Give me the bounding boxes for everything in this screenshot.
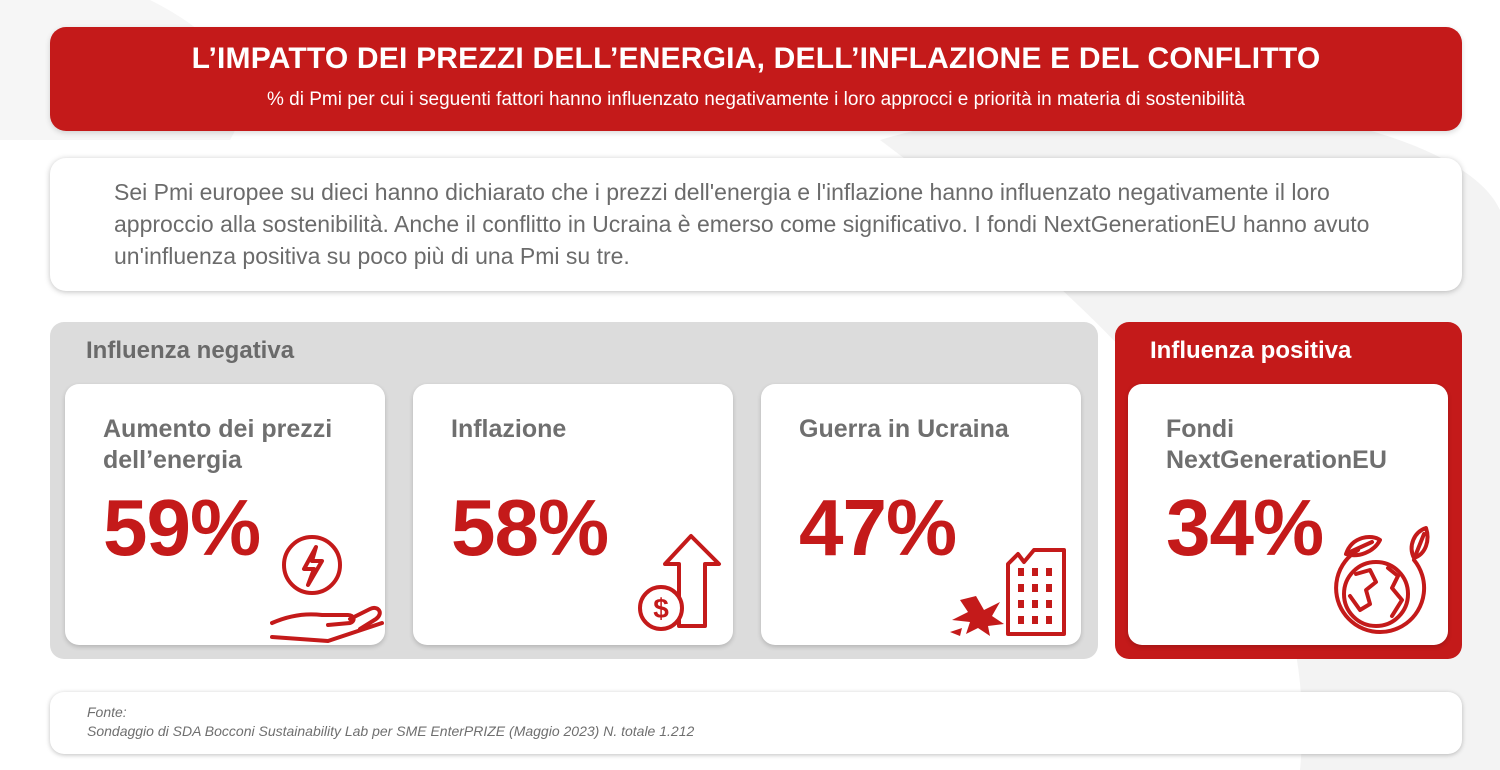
page-title: L’IMPATTO DEI PREZZI DELL’ENERGIA, DELL’… xyxy=(191,42,1321,75)
positive-panel-title: Influenza positiva xyxy=(1150,337,1352,364)
intro-box: Sei Pmi europee su dieci hanno dichiarat… xyxy=(50,158,1462,291)
stat-label: Aumento dei prezzi dell’energia xyxy=(103,415,333,474)
svg-text:$: $ xyxy=(653,593,669,624)
stat-label: Guerra in Ucraina xyxy=(799,415,1009,443)
energy-hand-icon xyxy=(270,535,384,643)
negative-panel-title: Influenza negativa xyxy=(86,337,295,364)
positive-influence-panel: Influenza positiva Fondi NextGenerationE… xyxy=(1115,322,1462,659)
stat-label: Fondi NextGenerationEU xyxy=(1166,415,1387,474)
intro-text: Sei Pmi europee su dieci hanno dichiarat… xyxy=(114,179,1370,269)
green-globe-icon xyxy=(1334,526,1430,635)
stat-value: 58% xyxy=(451,483,609,572)
page-subtitle: % di Pmi per cui i seguenti fattori hann… xyxy=(267,89,1245,110)
stat-card-inflation: Inflazione 58% $ xyxy=(413,384,733,645)
dollar-arrow-up-icon: $ xyxy=(638,534,721,631)
damaged-building-icon xyxy=(950,548,1066,636)
stat-label: Inflazione xyxy=(451,415,567,443)
source-label: Fonte: xyxy=(87,704,127,720)
stat-card-ukraine-war: Guerra in Ucraina 47% xyxy=(761,384,1081,645)
negative-influence-panel: Influenza negativa Aumento dei prezzi de… xyxy=(50,322,1098,659)
stat-value: 34% xyxy=(1166,483,1324,572)
header-banner: L’IMPATTO DEI PREZZI DELL’ENERGIA, DELL’… xyxy=(50,27,1462,131)
source-footer: Fonte: Sondaggio di SDA Bocconi Sustaina… xyxy=(50,692,1462,754)
stat-value: 59% xyxy=(103,483,261,572)
stat-card-energy-prices: Aumento dei prezzi dell’energia 59% xyxy=(65,384,385,645)
source-text: Sondaggio di SDA Bocconi Sustainability … xyxy=(87,723,695,739)
stat-value: 47% xyxy=(799,483,957,572)
stat-card-nextgeneration-funds: Fondi NextGenerationEU 34% xyxy=(1128,384,1448,645)
